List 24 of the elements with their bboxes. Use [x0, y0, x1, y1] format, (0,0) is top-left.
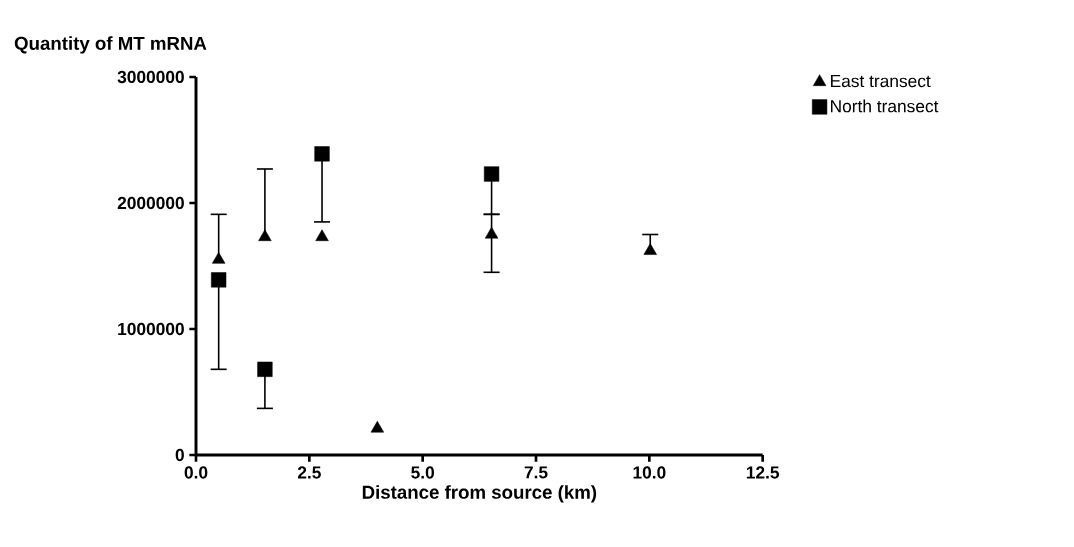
point: [314, 146, 330, 162]
x-tick-label: 2.5: [297, 466, 321, 479]
x-tick-label: 12.5: [746, 466, 780, 479]
x-tick-label: 5.0: [411, 466, 435, 479]
point: [643, 243, 657, 255]
y-tick-label: 0: [175, 448, 184, 462]
x-tick-label: 0.0: [184, 466, 208, 479]
point: [370, 420, 384, 433]
y-tick-label: 3000000: [117, 70, 184, 84]
y-tick-label: 2000000: [117, 196, 184, 210]
x-tick-label: 7.5: [524, 466, 548, 479]
point: [258, 229, 272, 241]
x-tick-label: 10.0: [633, 466, 666, 479]
y-axis-title: Quantity of MT mRNA: [14, 36, 207, 54]
point: [484, 226, 499, 239]
point: [212, 252, 226, 264]
point: [211, 272, 227, 288]
legend-label: North transect: [831, 99, 939, 113]
y-tick-label: 1000000: [118, 322, 184, 336]
x-axis-title: Distance from source (km): [362, 485, 597, 503]
point: [483, 166, 500, 182]
legend-label: East transect: [831, 75, 931, 88]
point: [257, 361, 273, 377]
point: [315, 229, 329, 241]
